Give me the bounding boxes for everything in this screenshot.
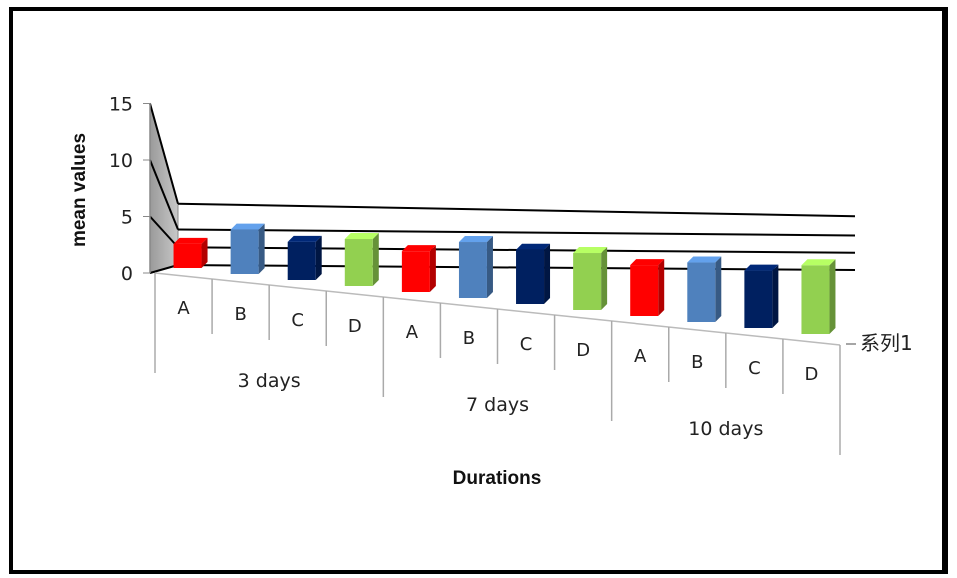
gridline-side xyxy=(149,215,179,248)
bar xyxy=(687,256,722,322)
bar xyxy=(401,245,436,292)
bars xyxy=(173,223,836,334)
bar-top xyxy=(287,235,322,242)
x-axis: A B C D A B C D A B C D 3 days 7 days 10 days xyxy=(154,273,856,455)
bar-front xyxy=(630,265,659,316)
bar-top xyxy=(230,223,265,230)
bar-top xyxy=(573,247,608,254)
bar-side xyxy=(486,236,493,298)
bar-front xyxy=(458,242,487,298)
bar-side xyxy=(429,245,436,292)
bar-top xyxy=(173,237,208,244)
bar-front xyxy=(516,249,545,304)
bar-front xyxy=(744,270,773,328)
bar xyxy=(344,233,379,286)
bar xyxy=(744,264,779,328)
bar-front xyxy=(344,239,373,286)
bar-top xyxy=(744,264,779,271)
series-label: 系列1 xyxy=(860,331,913,355)
category-label: D xyxy=(805,364,819,385)
bar xyxy=(801,259,836,334)
bar-front xyxy=(687,262,716,322)
bar-side xyxy=(715,256,722,322)
bar-top xyxy=(344,233,379,240)
bar xyxy=(630,259,665,316)
bar-front xyxy=(287,241,316,280)
bar-side xyxy=(258,223,265,274)
bar-side xyxy=(544,243,551,304)
y-tick-labels: 0 5 10 15 xyxy=(109,94,133,286)
y-tick-label: 10 xyxy=(109,150,133,172)
bar-top xyxy=(458,236,493,243)
bar-front xyxy=(401,251,430,292)
group-label: 10 days xyxy=(688,418,763,440)
bar-side xyxy=(601,247,608,310)
bar-front xyxy=(573,253,602,310)
bar-front xyxy=(230,229,259,274)
bar-top xyxy=(630,259,665,266)
bar-side xyxy=(829,259,836,334)
bar-top xyxy=(516,243,551,250)
bar xyxy=(230,223,265,274)
bar xyxy=(173,237,208,268)
category-label: A xyxy=(634,346,647,367)
gridline-side xyxy=(149,103,179,205)
gridline-side xyxy=(149,159,179,230)
bar-front xyxy=(801,265,830,334)
category-label: C xyxy=(520,334,533,355)
bar xyxy=(458,236,493,298)
gridline-side xyxy=(149,264,179,274)
category-label: C xyxy=(291,310,304,331)
bar-top xyxy=(401,245,436,252)
bar-side xyxy=(315,235,322,280)
bar-front xyxy=(173,243,202,268)
gridline xyxy=(177,228,856,237)
y-tick-label: 0 xyxy=(121,263,133,285)
bar xyxy=(516,243,551,304)
group-label: 3 days xyxy=(238,370,301,392)
bar-top xyxy=(801,259,836,266)
bar-top xyxy=(687,256,722,263)
y-tick-label: 15 xyxy=(109,94,133,116)
category-label: A xyxy=(406,322,419,343)
bar-side xyxy=(372,233,379,286)
category-label: B xyxy=(691,352,703,373)
category-label: C xyxy=(748,358,761,379)
y-tick-label: 5 xyxy=(121,207,133,229)
category-label: D xyxy=(576,340,590,361)
bar-side xyxy=(201,237,208,268)
category-label: A xyxy=(177,298,190,319)
bar-side xyxy=(772,264,779,328)
category-label: B xyxy=(463,328,475,349)
y-axis-title: mean values xyxy=(69,133,90,247)
group-label: 7 days xyxy=(466,394,529,416)
bar xyxy=(573,247,608,310)
gridline xyxy=(177,202,856,218)
category-label: B xyxy=(234,304,246,325)
bar-side xyxy=(658,259,665,316)
bar xyxy=(287,235,322,280)
x-axis-title: Durations xyxy=(453,468,542,489)
category-label: D xyxy=(348,316,362,337)
